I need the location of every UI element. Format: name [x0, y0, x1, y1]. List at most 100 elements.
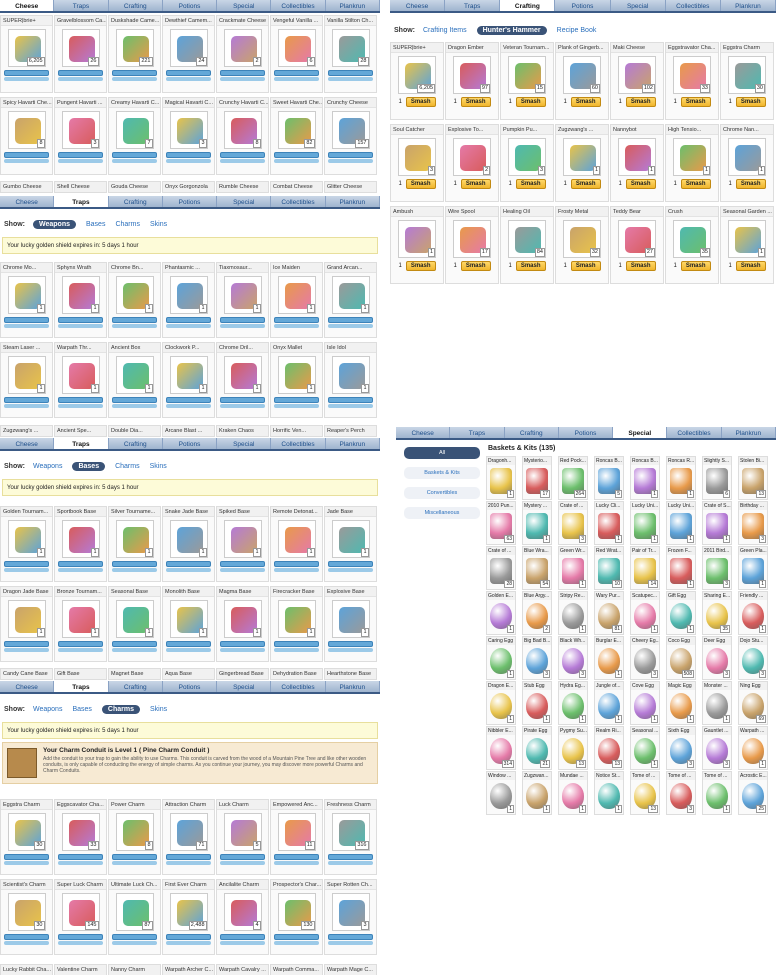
item-cell[interactable]: Power Charm 8 — [108, 799, 161, 875]
item-cell[interactable]: Maki Cheese 102 1 Smash — [610, 42, 664, 120]
smash-quantity-input[interactable]: 1 — [508, 99, 512, 105]
item-cell[interactable]: Duskshade Came... 221 — [108, 15, 161, 93]
item-cell[interactable]: Soul Catcher 3 1 Smash — [390, 124, 444, 202]
tab-plankrun[interactable]: Plankrun — [326, 681, 380, 692]
arm-button[interactable] — [4, 934, 49, 940]
arm-button[interactable] — [274, 397, 319, 403]
tab-potions[interactable]: Potions — [163, 681, 218, 692]
special-item[interactable]: Friendly ... 1 — [738, 591, 768, 635]
arm-secondary-button[interactable] — [328, 568, 373, 572]
tab-collectibles[interactable]: Collectibles — [271, 196, 326, 207]
item-cell[interactable]: Monolith Base 1 — [162, 586, 215, 662]
item-cell[interactable]: Shell Cheese — [54, 181, 107, 193]
smash-quantity-input[interactable]: 1 — [563, 263, 567, 269]
tab-traps[interactable]: Traps — [450, 427, 505, 438]
smash-button[interactable]: Smash — [735, 179, 766, 189]
filter-charms[interactable]: Charms — [115, 220, 140, 228]
arm-button[interactable] — [220, 854, 265, 860]
item-cell[interactable]: Warpath Comma... — [270, 964, 323, 975]
item-cell[interactable]: Vanilla Stilton Ch... 28 — [324, 15, 377, 93]
special-item[interactable]: Pirate Egg 21 — [522, 726, 552, 770]
special-item[interactable]: Warpath ... 1 — [738, 726, 768, 770]
tab-special[interactable]: Special — [611, 0, 666, 11]
arm-button[interactable] — [112, 397, 157, 403]
smash-button[interactable]: Smash — [680, 179, 711, 189]
special-item[interactable]: Dragon E... 1 — [486, 681, 516, 725]
tab-crafting[interactable]: Crafting — [109, 681, 163, 692]
arm-secondary-button[interactable] — [58, 159, 103, 163]
smash-button[interactable]: Smash — [515, 179, 546, 189]
item-cell[interactable]: Warpath Cavalry ... — [216, 964, 269, 975]
tab-potions[interactable]: Potions — [559, 427, 614, 438]
item-cell[interactable]: Ancient Spe... — [54, 425, 107, 437]
arm-secondary-button[interactable] — [274, 648, 319, 652]
item-cell[interactable]: Grand Arcan... 1 — [324, 262, 377, 338]
item-cell[interactable]: Explosive Base 1 — [324, 586, 377, 662]
special-item[interactable]: Lucky Cli... 1 — [594, 501, 624, 545]
item-cell[interactable]: Eggstravator Cha... 33 1 Smash — [665, 42, 719, 120]
arm-button[interactable] — [274, 854, 319, 860]
tab-collectibles[interactable]: Collectibles — [271, 681, 326, 692]
arm-button[interactable] — [166, 397, 211, 403]
special-item[interactable]: Green Pla... 1 — [738, 546, 768, 590]
tab-traps[interactable]: Traps — [54, 438, 109, 449]
arm-secondary-button[interactable] — [328, 404, 373, 408]
special-item[interactable]: Blue Argy... 2 — [522, 591, 552, 635]
item-cell[interactable]: Gumbo Cheese — [0, 181, 53, 193]
special-item[interactable]: Realm Ri... 13 — [594, 726, 624, 770]
arm-button[interactable] — [4, 397, 49, 403]
arm-secondary-button[interactable] — [4, 648, 49, 652]
special-item[interactable]: Pygmy Su... 13 — [558, 726, 588, 770]
smash-button[interactable]: Smash — [625, 261, 656, 271]
arm-button[interactable] — [328, 152, 373, 158]
smash-button[interactable]: Smash — [515, 97, 546, 107]
smash-button[interactable]: Smash — [625, 97, 656, 107]
special-item[interactable]: Stub Egg 1 — [522, 681, 552, 725]
special-item[interactable]: Roncas R... 1 — [666, 456, 696, 500]
special-item[interactable]: Nibbler E... 314 — [486, 726, 516, 770]
arm-button[interactable] — [166, 934, 211, 940]
arm-button[interactable] — [58, 397, 103, 403]
special-item[interactable]: Dojo Stu... 3 — [738, 636, 768, 680]
arm-secondary-button[interactable] — [58, 568, 103, 572]
arm-button[interactable] — [112, 317, 157, 323]
arm-button[interactable] — [4, 561, 49, 567]
arm-secondary-button[interactable] — [220, 77, 265, 81]
item-cell[interactable]: Spiked Base 1 — [216, 506, 269, 582]
arm-secondary-button[interactable] — [274, 861, 319, 865]
item-cell[interactable]: Hearthstone Base — [324, 668, 377, 680]
arm-secondary-button[interactable] — [220, 404, 265, 408]
filter-recipe-book[interactable]: Recipe Book — [556, 26, 597, 34]
item-cell[interactable]: Attraction Charm 71 — [162, 799, 215, 875]
item-cell[interactable]: SUPER|brie+ 6,205 — [0, 15, 53, 93]
arm-button[interactable] — [112, 152, 157, 158]
tab-special[interactable]: Special — [217, 681, 272, 692]
special-item[interactable]: Mundae ... 1 — [558, 771, 588, 815]
item-cell[interactable]: Combat Cheese — [270, 181, 323, 193]
item-cell[interactable]: Warpath Mage C... — [324, 964, 377, 975]
item-cell[interactable]: Horrific Ven... — [270, 425, 323, 437]
item-cell[interactable]: Chrome Mo... 1 — [0, 262, 53, 338]
item-cell[interactable]: Clockwork P... 1 — [162, 342, 215, 418]
tab-plankrun[interactable]: Plankrun — [326, 0, 380, 11]
arm-button[interactable] — [328, 641, 373, 647]
special-item[interactable]: Ning Egg 69 — [738, 681, 768, 725]
arm-secondary-button[interactable] — [112, 861, 157, 865]
arm-button[interactable] — [274, 317, 319, 323]
arm-secondary-button[interactable] — [58, 324, 103, 328]
special-item[interactable]: Stolen Bi... 13 — [738, 456, 768, 500]
tab-collectibles[interactable]: Collectibles — [271, 438, 326, 449]
arm-secondary-button[interactable] — [328, 159, 373, 163]
tab-cheese[interactable]: Cheese — [396, 427, 451, 438]
tab-potions[interactable]: Potions — [163, 0, 218, 11]
arm-secondary-button[interactable] — [4, 404, 49, 408]
item-cell[interactable]: Golden Tournam... 1 — [0, 506, 53, 582]
filter-hunter-s-hammer[interactable]: Hunter's Hammer — [476, 25, 547, 35]
filter-skins[interactable]: Skins — [149, 462, 167, 470]
arm-secondary-button[interactable] — [166, 568, 211, 572]
smash-quantity-input[interactable]: 1 — [618, 263, 622, 269]
tab-crafting[interactable]: Crafting — [109, 438, 163, 449]
arm-secondary-button[interactable] — [112, 941, 157, 945]
arm-button[interactable] — [328, 397, 373, 403]
arm-button[interactable] — [220, 70, 265, 76]
